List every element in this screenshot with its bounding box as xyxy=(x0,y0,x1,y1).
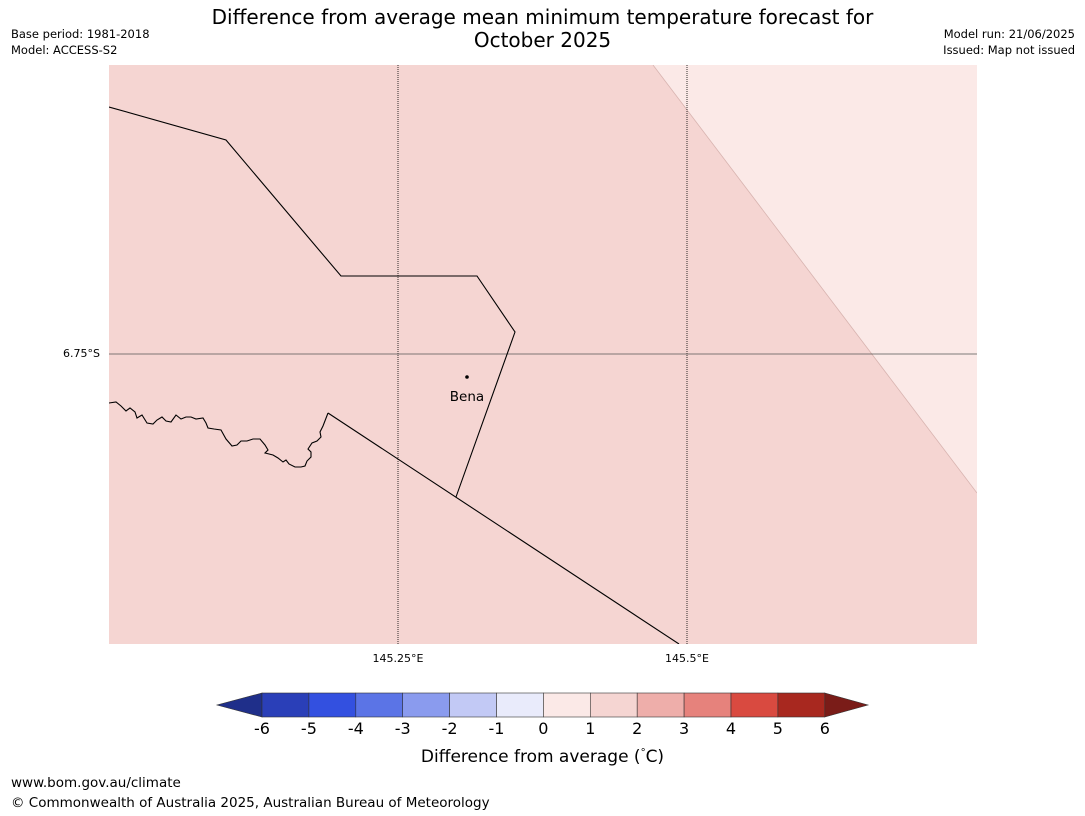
meta-left: Base period: 1981-2018 Model: ACCESS-S2 xyxy=(11,26,150,58)
colorbar-swatch xyxy=(496,692,544,718)
colorbar-swatch xyxy=(730,692,779,718)
province-border-south xyxy=(327,412,680,644)
colorbar-tick-label: 4 xyxy=(725,719,737,738)
colorbar-swatch xyxy=(777,692,826,718)
meta-right: Model run: 21/06/2025 Issued: Map not is… xyxy=(943,26,1075,58)
colorbar-swatch xyxy=(308,692,357,718)
lon-label-2: 145.5°E xyxy=(665,652,709,665)
colorbar-tick-label: 5 xyxy=(772,719,783,738)
colorbar-swatch xyxy=(261,692,310,718)
lon-label-1: 145.25°E xyxy=(372,652,424,665)
colorbar-label-degree: ° xyxy=(640,747,646,759)
colorbar-swatch xyxy=(636,692,685,718)
colorbar-swatches xyxy=(215,692,870,718)
town-marker xyxy=(465,375,469,379)
colorbar-tick-label: -4 xyxy=(347,719,364,738)
colorbar-tick-label: -2 xyxy=(441,719,458,738)
colorbar-tick-label: 6 xyxy=(819,719,830,738)
colorbar-tick-label: 2 xyxy=(632,719,643,738)
title-line-2: October 2025 xyxy=(473,28,612,52)
colorbar-swatch xyxy=(683,692,732,718)
issued-status: Issued: Map not issued xyxy=(943,43,1075,57)
colorbar-label-text: Difference from average ( xyxy=(420,747,641,767)
colorbar-label: Difference from average (°C) xyxy=(0,747,1085,767)
map-canvas: Bena xyxy=(109,65,977,644)
colorbar-swatch xyxy=(543,692,591,718)
colorbar-extend-high xyxy=(824,692,870,718)
colorbar-tick-label: -5 xyxy=(300,719,317,738)
colorbar-tick-label: 1 xyxy=(585,719,596,738)
map-panel[interactable]: Bena xyxy=(109,65,977,644)
colorbar xyxy=(215,692,870,718)
colorbar-tick-label: -1 xyxy=(488,719,505,738)
footer-copyright: © Commonwealth of Australia 2025, Austra… xyxy=(11,795,490,811)
colorbar-tick-label: -3 xyxy=(394,719,411,738)
colorbar-tick-label: 3 xyxy=(679,719,690,738)
map-title: Difference from average mean minimum tem… xyxy=(0,6,1085,52)
colorbar-tick-label: -6 xyxy=(254,719,270,738)
base-period: Base period: 1981-2018 xyxy=(11,27,150,41)
contour-line xyxy=(652,65,977,494)
colorbar-swatch xyxy=(402,692,450,718)
coastline-west xyxy=(109,401,329,468)
colorbar-swatch xyxy=(589,692,638,718)
model-run: Model run: 21/06/2025 xyxy=(943,27,1075,41)
model-name: Model: ACCESS-S2 xyxy=(11,43,118,57)
footer-url[interactable]: www.bom.gov.au/climate xyxy=(11,775,181,791)
lat-label: 6.75°S xyxy=(63,347,100,360)
colorbar-label-unit: C) xyxy=(645,747,665,767)
title-line-1: Difference from average mean minimum tem… xyxy=(211,5,874,29)
colorbar-swatch xyxy=(449,692,497,718)
colorbar-tick-label: 0 xyxy=(538,719,549,738)
town-label-bena: Bena xyxy=(450,389,484,405)
province-border-north xyxy=(109,106,516,498)
colorbar-extend-low xyxy=(215,692,263,718)
colorbar-swatch xyxy=(355,692,403,718)
